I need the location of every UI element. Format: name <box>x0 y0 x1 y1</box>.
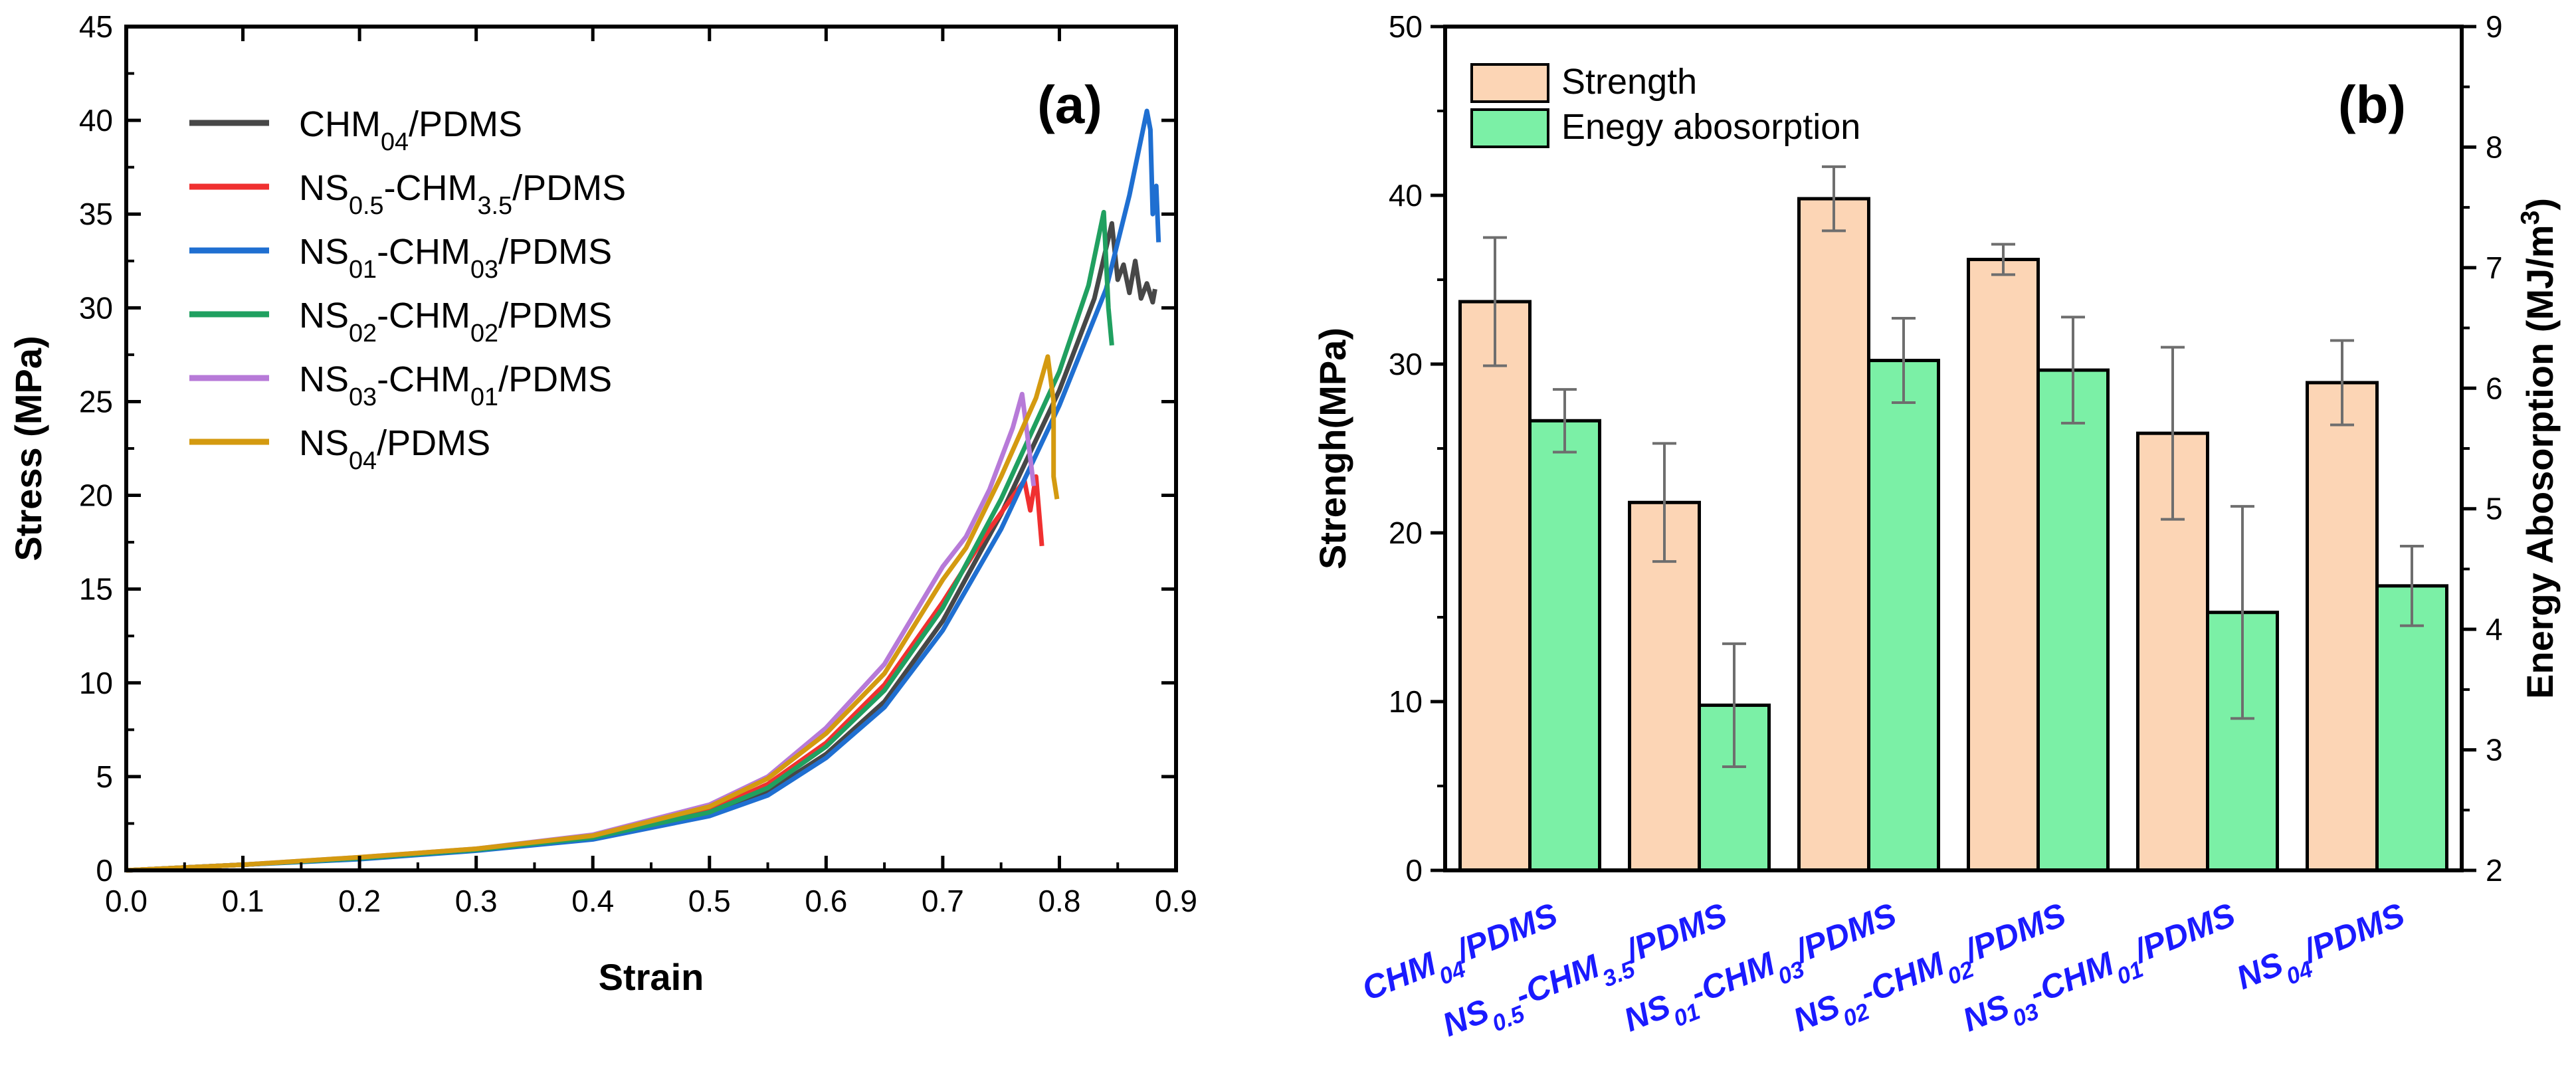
panel-label-a: (a) <box>1037 75 1102 134</box>
y-tick-label: 35 <box>79 197 113 231</box>
legend-label-4-part: 01 <box>470 383 498 411</box>
legend-label-1-part: 3.5 <box>478 192 513 220</box>
y-axis-title: Stress (MPa) <box>7 336 49 561</box>
bar-strength-0 <box>1458 300 1532 872</box>
panel-label-b: (b) <box>2338 75 2406 134</box>
legend-label-1-part: -CHM <box>384 168 478 208</box>
y-left-axis-title: Strengh(MPa) <box>1312 328 1353 569</box>
y-right-axis-title: Energy Abosorption (MJ/m3) <box>2516 198 2561 699</box>
y-right-tick-label: 9 <box>2486 9 2503 44</box>
y-tick-label: 45 <box>79 9 113 44</box>
legend-label-2-part: 03 <box>470 256 498 284</box>
bar-energy-2 <box>1867 359 1940 872</box>
legend-label-3-part: 02 <box>349 320 377 347</box>
y-tick-label: 10 <box>79 666 113 700</box>
x-tick-label: 0.5 <box>688 884 731 918</box>
y-right-tick-label: 4 <box>2486 612 2503 646</box>
legend-label-0-part: 04 <box>381 128 409 156</box>
y-tick-label: 20 <box>79 478 113 513</box>
y-right-axis-title-part: Energy Abosorption (MJ/m <box>2519 225 2561 699</box>
x-tick-label: 0.6 <box>805 884 847 918</box>
bar-strength-3 <box>1967 258 2040 872</box>
legend-label-1-part: NS <box>299 168 349 208</box>
y-tick-label: 15 <box>79 572 113 607</box>
legend-label-1: NS0.5-CHM3.5/PDMS <box>299 168 626 220</box>
y-right-tick-label: 8 <box>2486 130 2503 164</box>
legend-label-3-part: NS <box>299 296 349 336</box>
bar-strength-1 <box>1628 500 1701 872</box>
y-right-tick-label: 2 <box>2486 853 2503 888</box>
legend-label-3-part: /PDMS <box>498 296 612 336</box>
y-left-tick-label: 30 <box>1389 347 1423 381</box>
legend-label-5-part: /PDMS <box>377 423 490 463</box>
legend-label-4-part: -CHM <box>377 359 470 399</box>
legend-label-1-part: /PDMS <box>512 168 626 208</box>
y-left-tick-label: 50 <box>1389 9 1423 44</box>
legend-label-0-part: /PDMS <box>409 104 522 144</box>
bar-energy-5 <box>2375 584 2448 872</box>
y-left-tick-label: 10 <box>1389 684 1423 719</box>
y-right-tick-label: 7 <box>2486 250 2503 285</box>
y-left-tick-label: 40 <box>1389 178 1423 213</box>
legend-label-0: CHM04/PDMS <box>299 104 522 156</box>
legend-label-4-part: NS <box>299 359 349 399</box>
x-tick-label: 0.8 <box>1038 884 1080 918</box>
series-line-5 <box>126 354 1060 873</box>
y-right-axis-title-part: 3 <box>2516 211 2545 225</box>
legend-label-2: NS01-CHM03/PDMS <box>299 232 612 284</box>
legend-label-4: NS03-CHM01/PDMS <box>299 359 612 411</box>
legend-label-2-part: -CHM <box>377 232 470 272</box>
legend-label-4-part: 03 <box>349 383 377 411</box>
bar-energy-0 <box>1528 419 1601 872</box>
bar-strength-2 <box>1797 197 1870 872</box>
legend-swatch-b-1 <box>1470 108 1549 148</box>
x-tick-label: 0.1 <box>222 884 264 918</box>
legend-label-2-part: NS <box>299 232 349 272</box>
legend-label-0-part: CHM <box>299 104 381 144</box>
y-tick-label: 0 <box>96 853 113 888</box>
y-tick-label: 5 <box>96 759 113 794</box>
legend-label-3: NS02-CHM02/PDMS <box>299 296 612 347</box>
legend-label-5-part: NS <box>299 423 349 463</box>
y-tick-label: 30 <box>79 290 113 325</box>
x-tick-label: 0.2 <box>338 884 381 918</box>
y-tick-label: 25 <box>79 384 113 419</box>
panel-b-strength-energy: CHM04/PDMSNS0.5-CHM3.5/PDMSNS01-CHM03/PD… <box>1312 9 2561 1044</box>
x-tick-label: 0.7 <box>922 884 964 918</box>
legend-label-b-1: Enegy abosorption <box>1561 107 1860 147</box>
legend-label-5-part: 04 <box>349 447 377 475</box>
legend-label-b-0: Strength <box>1561 62 1697 102</box>
y-left-tick-label: 0 <box>1405 853 1423 888</box>
x-tick-label: 0.4 <box>571 884 614 918</box>
x-tick-label: 0.3 <box>455 884 498 918</box>
legend-label-2-part: /PDMS <box>498 232 612 272</box>
x-axis-title: Strain <box>599 956 704 998</box>
legend-label-2-part: 01 <box>349 256 377 284</box>
y-right-axis-title-part: ) <box>2519 198 2561 211</box>
legend-label-3-part: 02 <box>470 320 498 347</box>
legend-label-5: NS04/PDMS <box>299 423 490 475</box>
y-right-tick-label: 5 <box>2486 492 2503 526</box>
bar-energy-3 <box>2036 368 2110 872</box>
legend-label-4-part: /PDMS <box>498 359 612 399</box>
legend-swatch-b-0 <box>1470 63 1549 103</box>
bar-strength-5 <box>2306 381 2379 872</box>
y-tick-label: 40 <box>79 103 113 138</box>
legend-label-1-part: 0.5 <box>349 192 384 220</box>
legend-label-3-part: -CHM <box>377 296 470 336</box>
y-right-tick-label: 3 <box>2486 733 2503 767</box>
panel-a-stress-strain: 0.0 0.1 0.2 0.3 0.4 0.5 0.6 0.7 0.8 0.9 0 5 10 15 20 25… <box>7 9 1197 998</box>
y-left-tick-label: 20 <box>1389 516 1423 550</box>
y-right-tick-label: 6 <box>2486 371 2503 405</box>
x-tick-label: 0.0 <box>105 884 148 918</box>
x-tick-label: 0.9 <box>1155 884 1197 918</box>
